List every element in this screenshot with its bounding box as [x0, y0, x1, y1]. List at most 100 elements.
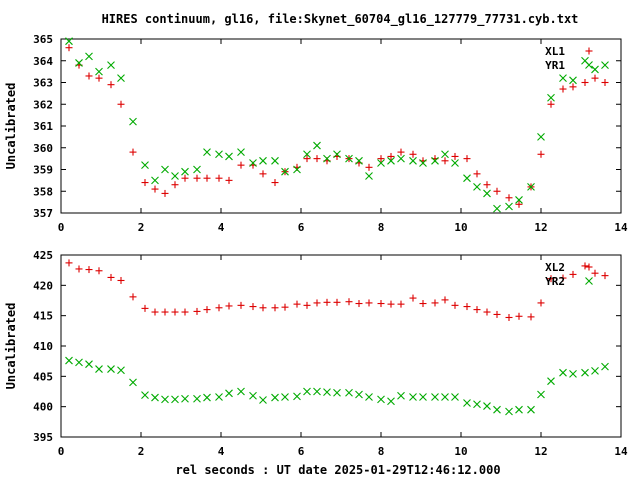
- data-point: [569, 370, 577, 378]
- data-point: [313, 141, 321, 150]
- data-point-d2: [581, 56, 589, 65]
- data-point: [377, 395, 385, 404]
- data-point-d2: [141, 161, 149, 170]
- data-point: [377, 159, 385, 167]
- y-tick-label: 405: [33, 370, 53, 383]
- data-point: [397, 148, 405, 156]
- data-point: [483, 181, 491, 189]
- data-point-d2: [171, 395, 179, 404]
- data-point-d2: [85, 360, 93, 369]
- data-point-d2: [281, 393, 289, 401]
- data-point-d2: [547, 93, 555, 102]
- data-point: [365, 299, 373, 307]
- data-point: [215, 304, 223, 312]
- series-XL2: [65, 259, 609, 321]
- x-tick-label: 0: [58, 221, 65, 234]
- data-point: [171, 181, 179, 189]
- data-point-d2: [547, 377, 555, 386]
- data-point: [129, 148, 137, 156]
- data-point-d2: [387, 156, 395, 165]
- data-point-d2: [203, 393, 211, 402]
- data-point: [409, 156, 417, 165]
- data-point: [215, 150, 223, 159]
- data-point: [365, 172, 373, 180]
- data-point: [323, 388, 331, 396]
- data-point-d2: [527, 183, 535, 191]
- data-point: [591, 74, 599, 82]
- legend-marker: [585, 61, 593, 69]
- data-point: [215, 393, 223, 401]
- data-point: [387, 397, 395, 406]
- data-point: [171, 308, 179, 316]
- plot-frame: [60, 38, 622, 214]
- data-point: [107, 61, 115, 69]
- data-point-d2: [75, 59, 83, 67]
- data-point: [451, 393, 459, 401]
- data-point: [409, 150, 417, 158]
- data-point: [527, 183, 535, 191]
- data-point: [365, 393, 373, 401]
- data-point: [397, 300, 405, 308]
- data-point: [493, 187, 501, 195]
- data-point: [161, 165, 169, 174]
- data-point-d2: [107, 365, 115, 373]
- data-point-d2: [323, 154, 331, 163]
- data-point-d2: [365, 393, 373, 401]
- data-point-d2: [151, 393, 159, 402]
- data-point: [377, 155, 385, 163]
- data-point-d2: [569, 370, 577, 378]
- data-point-d2: [505, 202, 513, 211]
- data-point-d2: [161, 395, 169, 404]
- data-point: [591, 269, 599, 277]
- data-point: [117, 74, 125, 83]
- data-point-d2: [161, 165, 169, 174]
- data-point: [129, 378, 137, 387]
- data-point-d2: [569, 76, 577, 85]
- data-point-d2: [85, 52, 93, 61]
- data-point: [225, 302, 233, 310]
- data-point-d2: [515, 405, 523, 414]
- data-point-d2: [181, 167, 189, 176]
- data-point: [203, 393, 211, 402]
- data-point: [193, 307, 201, 315]
- legend-marker-d2: [585, 277, 593, 285]
- data-point: [505, 194, 513, 202]
- data-point-d2: [493, 204, 501, 213]
- data-point: [473, 306, 481, 314]
- data-point: [293, 165, 301, 174]
- data-point: [203, 174, 211, 182]
- data-point: [387, 156, 395, 165]
- data-point: [451, 152, 459, 160]
- data-point-d2: [95, 365, 103, 373]
- data-point-d2: [463, 174, 471, 183]
- data-point: [323, 298, 331, 306]
- x-tick-label: 14: [614, 221, 628, 234]
- data-point: [419, 393, 427, 401]
- data-point: [151, 308, 159, 316]
- data-point: [441, 157, 449, 165]
- data-point: [171, 172, 179, 180]
- data-point: [193, 165, 201, 174]
- y-tick-label: 360: [33, 142, 53, 155]
- data-point: [271, 156, 279, 165]
- data-point: [547, 100, 555, 108]
- data-point: [591, 366, 599, 375]
- data-point: [203, 148, 211, 156]
- data-point-d2: [95, 67, 103, 76]
- data-point: [473, 170, 481, 178]
- data-point: [559, 74, 567, 83]
- x-tick-label: 12: [534, 221, 547, 234]
- data-point: [601, 79, 609, 86]
- data-point-d2: [451, 393, 459, 401]
- data-point-d2: [591, 65, 599, 74]
- data-point: [225, 176, 233, 184]
- data-point: [355, 300, 363, 308]
- legend-label: XL1: [545, 45, 565, 58]
- data-point: [581, 262, 589, 270]
- data-point: [419, 300, 427, 308]
- data-point: [313, 299, 321, 307]
- data-point-d2: [313, 141, 321, 150]
- data-point: [451, 159, 459, 167]
- data-point: [303, 301, 311, 309]
- data-point: [161, 395, 169, 404]
